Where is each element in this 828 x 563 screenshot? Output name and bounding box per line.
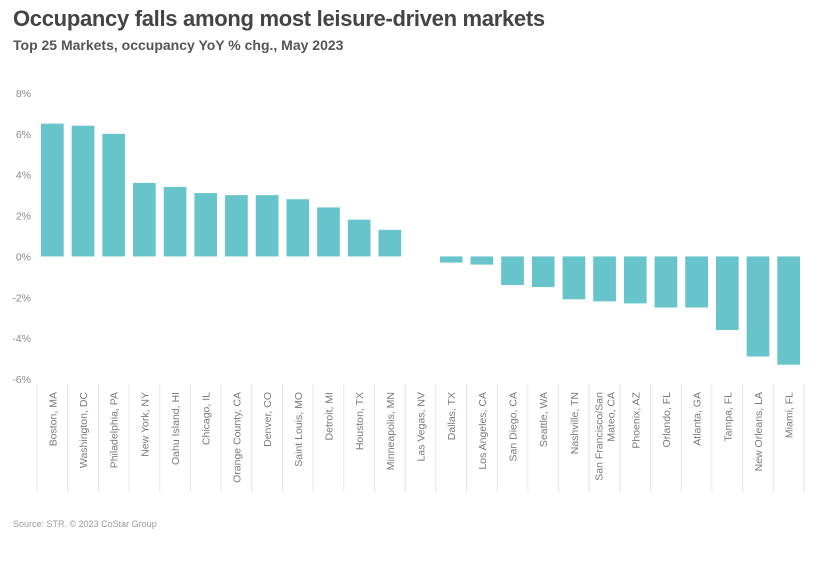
x-tick-label-group: Saint Louis, MO [293,392,305,467]
bar [255,195,279,257]
bar [593,256,616,302]
x-tick-label-group: Miami, FL [784,392,796,438]
x-tick-label: Nashville, TN [569,392,581,454]
x-tick-label-group: Tampa, FL [722,392,734,442]
x-tick-label-group: San Francisco/San Mateo, CA [594,392,618,481]
x-tick-label: New York, NY [139,392,151,457]
x-tick-label-group: Minneapolis, MN [385,392,397,470]
x-tick-label: Los Angeles, CA [477,392,489,470]
bar [439,256,463,263]
x-tick-label-group: Las Vegas, NV [416,392,428,461]
bar [654,256,678,308]
bar [501,256,524,286]
bar [746,256,770,357]
y-tick-label: 4% [16,170,31,182]
x-tick-label-group: New Orleans, LA [753,392,765,471]
x-tick-label-group: Detroit, MI [323,392,335,440]
x-tick-label: Washington, DC [78,392,90,468]
bar [102,133,126,257]
x-tick-label: Mateo, CA [606,392,618,442]
bar [347,219,371,257]
x-tick-label: Seattle, WA [538,392,550,447]
bar [286,199,310,257]
x-tick-label-group: New York, NY [139,392,151,457]
y-tick-label: 8% [16,88,31,100]
x-tick-label: Oahu Island, HI [170,392,182,465]
chart-title: Occupancy falls among most leisure-drive… [13,6,545,31]
bar [715,256,739,330]
bar [194,193,218,257]
x-tick-label: Tampa, FL [722,392,734,442]
x-tick-label-group: Phoenix, AZ [630,391,642,448]
x-tick-label: Las Vegas, NV [416,392,428,461]
bar [531,256,555,288]
y-tick-label: -6% [12,374,31,386]
chart-subtitle: Top 25 Markets, occupancy YoY % chg., Ma… [13,37,344,53]
x-tick-label: Philadelphia, PA [109,392,121,468]
x-tick-label: Orange County, CA [231,392,243,483]
bar [623,256,647,304]
x-tick-label: Houston, TX [354,392,366,450]
x-tick-label: Dallas, TX [446,392,458,440]
y-tick-label: 6% [16,129,31,141]
x-tick-label: San Francisco/San [594,392,606,481]
bar [163,186,187,257]
bar [562,256,586,300]
x-tick-label-group: San Diego, CA [508,392,520,461]
x-tick-label: Minneapolis, MN [385,392,397,470]
x-tick-label: Phoenix, AZ [630,391,642,448]
bar [470,256,494,265]
x-tick-label-group: Boston, MA [47,392,59,446]
x-tick-label: Saint Louis, MO [293,392,305,467]
x-tick-label-group: Los Angeles, CA [477,392,489,470]
x-tick-label-group: Washington, DC [78,392,90,468]
bar [40,123,64,257]
x-tick-label-group: Dallas, TX [446,392,458,440]
y-tick-label: -4% [12,333,31,345]
x-tick-label-group: Seattle, WA [538,392,550,447]
x-tick-label-group: Oahu Island, HI [170,392,182,465]
bar [225,195,248,257]
x-tick-label-group: Houston, TX [354,392,366,450]
bar [685,256,708,308]
y-tick-label: 0% [16,251,31,263]
x-tick-label: Orlando, FL [661,392,673,448]
x-tick-label: New Orleans, LA [753,392,765,471]
x-tick-label-group: Philadelphia, PA [109,392,121,468]
x-tick-label: Denver, CO [262,392,274,447]
bar [71,125,95,257]
x-tick-label: Boston, MA [47,392,59,446]
x-tick-label: Detroit, MI [323,392,335,440]
x-tick-label-group: Orange County, CA [231,392,243,483]
x-tick-label: Chicago, IL [201,392,213,445]
x-tick-label-group: Nashville, TN [569,392,581,454]
bar [378,229,402,257]
x-tick-label-group: Denver, CO [262,392,274,447]
bar [133,182,156,257]
x-tick-label-group: Chicago, IL [201,392,213,445]
source-note: Source: STR. © 2023 CoStar Group [13,519,157,529]
x-tick-label: Atlanta, GA [692,392,704,446]
y-tick-label: 2% [16,211,31,223]
bar [317,207,340,257]
x-tick-label: Miami, FL [784,392,796,438]
x-tick-label-group: Atlanta, GA [692,392,704,446]
x-tick-label: San Diego, CA [508,392,520,461]
x-tick-label-group: Orlando, FL [661,392,673,448]
y-tick-label: -2% [12,292,31,304]
bar [777,256,801,365]
